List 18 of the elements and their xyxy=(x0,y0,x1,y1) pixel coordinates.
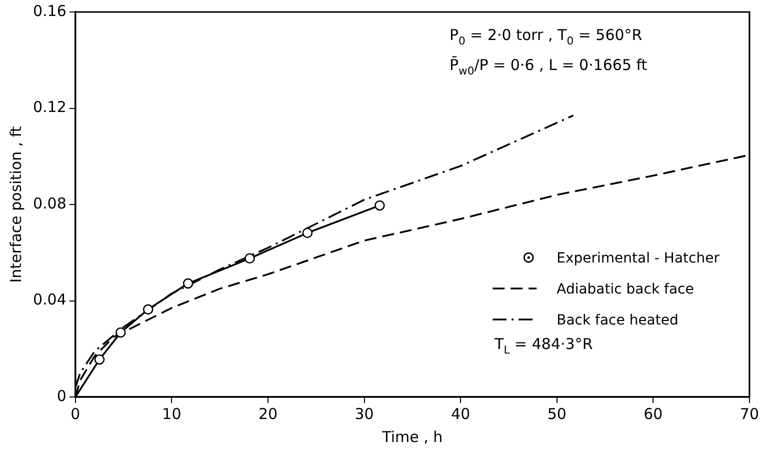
legend-label: Back face heated xyxy=(556,312,678,328)
x-tick-label: 70 xyxy=(740,404,760,423)
y-tick-label: 0.12 xyxy=(32,98,66,116)
y-tick-label: 0 xyxy=(56,386,66,405)
x-tick-label: 10 xyxy=(162,404,182,423)
legend-label: Experimental - Hatcher xyxy=(556,250,720,266)
x-tick-label: 40 xyxy=(451,404,470,423)
x-tick-label: 60 xyxy=(644,404,663,423)
y-axis-title: Interface position , ft xyxy=(6,126,25,283)
x-axis-title: Time , h xyxy=(381,428,443,446)
x-tick-label: 50 xyxy=(547,404,566,423)
x-tick-label: 0 xyxy=(70,404,80,423)
y-tick-label: 0.04 xyxy=(32,290,66,309)
x-tick-label: 30 xyxy=(354,404,374,423)
legend-label: Adiabatic back face xyxy=(556,282,694,298)
y-tick-label: 0.16 xyxy=(32,2,66,20)
x-tick-label: 20 xyxy=(258,404,278,423)
y-tick-label: 0.08 xyxy=(32,194,66,212)
